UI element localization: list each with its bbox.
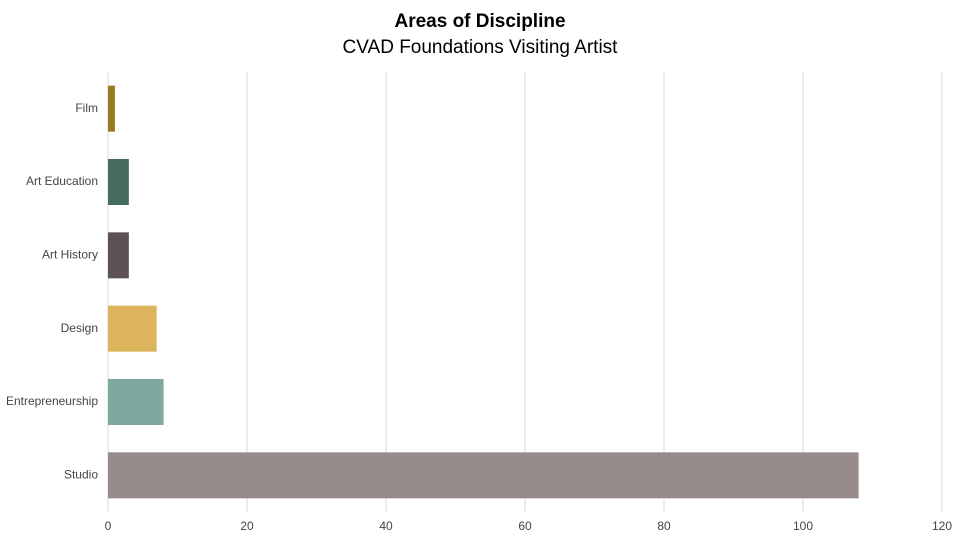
bar <box>108 85 115 132</box>
y-tick-label: Design <box>61 321 98 335</box>
x-tick-label: 60 <box>518 519 532 533</box>
x-tick-label: 100 <box>793 519 813 533</box>
x-tick-label: 80 <box>657 519 671 533</box>
y-tick-label: Entrepreneurship <box>6 394 98 408</box>
y-tick-label: Art Education <box>26 174 98 188</box>
y-tick-label: Film <box>75 101 98 115</box>
bar <box>108 232 129 279</box>
y-tick-label: Studio <box>64 468 98 482</box>
x-tick-label: 120 <box>932 519 952 533</box>
bar <box>108 379 164 425</box>
chart-subtitle: CVAD Foundations Visiting Artist <box>343 37 619 58</box>
y-tick-label: Art History <box>42 248 98 262</box>
bar <box>108 452 859 499</box>
x-tick-label: 0 <box>105 519 112 533</box>
x-tick-label: 40 <box>379 519 393 533</box>
bar <box>108 305 157 352</box>
chart-title: Areas of Discipline <box>394 11 565 32</box>
x-tick-label: 20 <box>240 519 254 533</box>
bar <box>108 159 129 205</box>
